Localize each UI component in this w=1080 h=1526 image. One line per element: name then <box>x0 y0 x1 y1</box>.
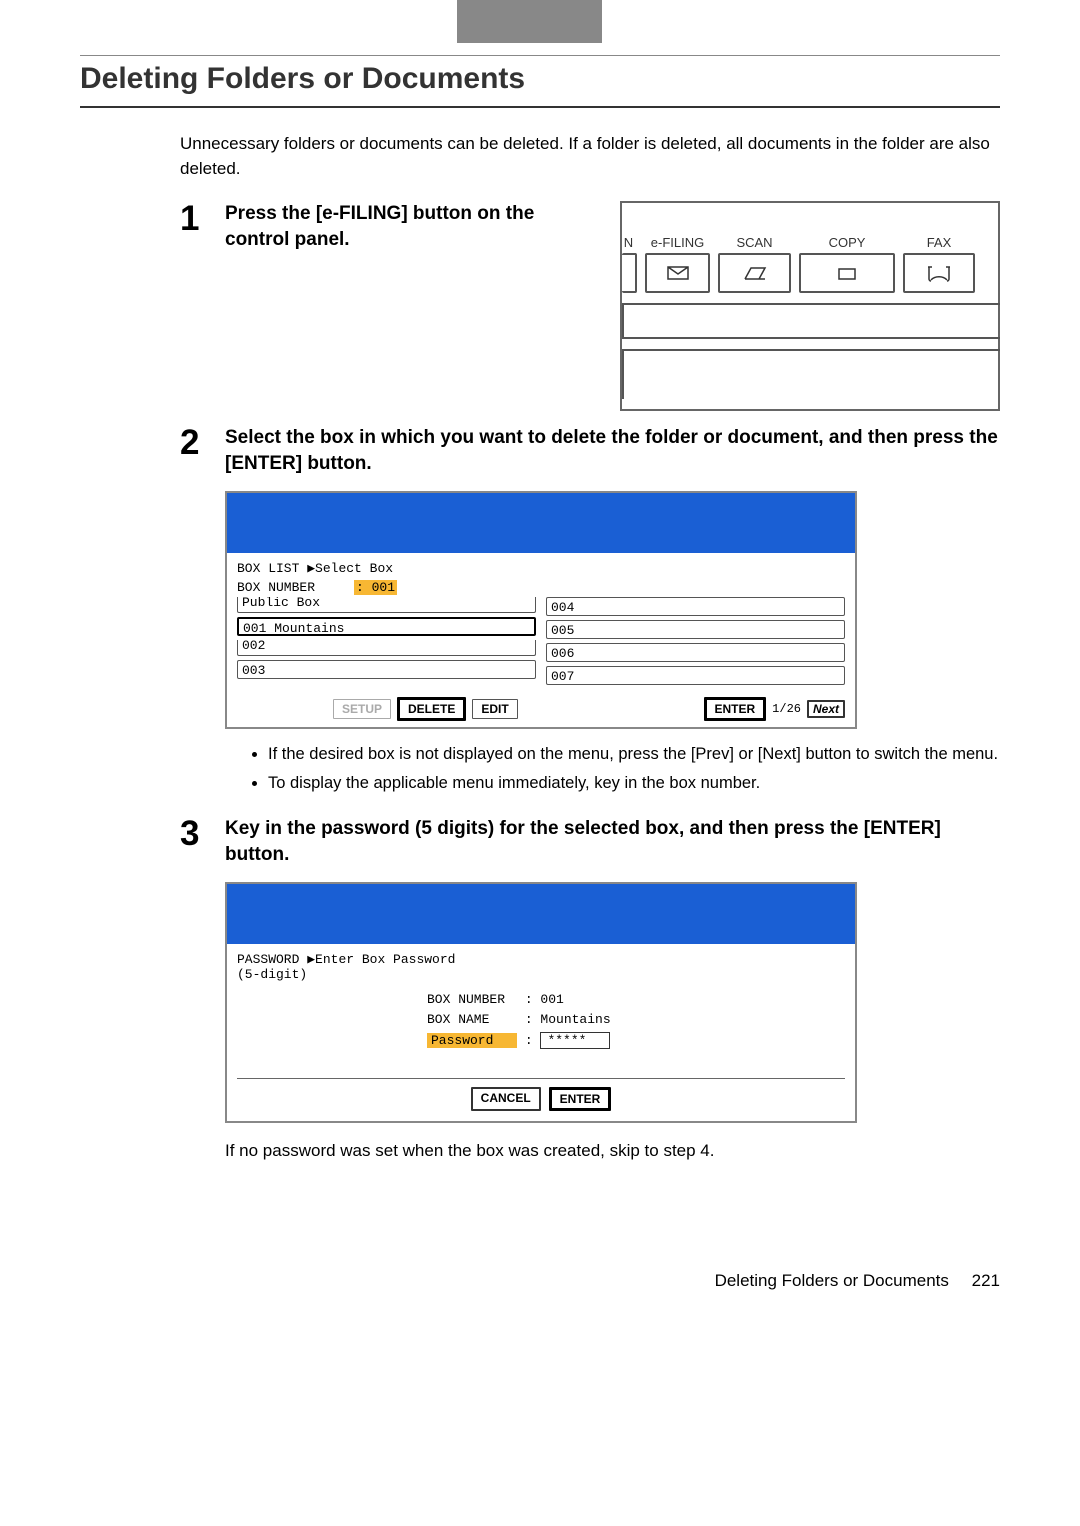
control-panel-illustration: N e-FILING SCAN COPY FAX <box>620 201 1000 411</box>
fld-boxnum-label: BOX NUMBER <box>427 992 517 1007</box>
intro-text: Unnecessary folders or documents can be … <box>180 132 1000 181</box>
pw-colon: : <box>525 1033 533 1048</box>
panel-btn-efiling[interactable]: e-FILING <box>645 253 710 293</box>
step2-title: Select the box in which you want to dele… <box>225 425 1000 476</box>
fld-boxnum-value: : 001 <box>525 992 564 1007</box>
boxnumber-label: BOX NUMBER <box>237 580 315 595</box>
box-007[interactable]: 007 <box>546 666 845 685</box>
pw-instruction-2: (5-digit) <box>237 967 845 982</box>
tab-indicator <box>457 0 602 43</box>
panel-btn-n: N <box>622 253 637 293</box>
step3-after-note: If no password was set when the box was … <box>225 1141 1000 1161</box>
step1-number: 1 <box>180 201 225 236</box>
copy-icon <box>835 264 859 282</box>
box-public[interactable]: Public Box <box>237 597 536 613</box>
box-003[interactable]: 003 <box>237 660 536 679</box>
delete-button[interactable]: DELETE <box>397 697 466 721</box>
copy-label: COPY <box>829 235 866 250</box>
efiling-label: e-FILING <box>651 235 704 250</box>
footer-page: 221 <box>972 1271 1000 1290</box>
enter-button[interactable]: ENTER <box>704 697 767 721</box>
step2-number: 2 <box>180 425 225 460</box>
cancel-button[interactable]: CANCEL <box>471 1087 541 1111</box>
panel-btn-scan[interactable]: SCAN <box>718 253 791 293</box>
step2-bullets: If the desired box is not displayed on t… <box>250 743 1000 797</box>
edit-button[interactable]: EDIT <box>472 699 517 719</box>
box-004[interactable]: 004 <box>546 597 845 616</box>
page-footer: Deleting Folders or Documents 221 <box>0 1271 1080 1321</box>
box-list-screen: BOX LIST ▶Select Box BOX NUMBER : 001 Pu… <box>225 491 857 729</box>
fld-password-value[interactable]: ***** <box>540 1032 610 1049</box>
enter-button-2[interactable]: ENTER <box>549 1087 612 1111</box>
password-screen: PASSWORD ▶Enter Box Password (5-digit) B… <box>225 882 857 1123</box>
step1-title: Press the [e-FILING] button on the contr… <box>225 201 535 411</box>
panel-btn-fax[interactable]: FAX <box>903 253 975 293</box>
box-005[interactable]: 005 <box>546 620 845 639</box>
rule-under-heading <box>80 106 1000 108</box>
step3-number: 3 <box>180 816 225 851</box>
bullet-2: To display the applicable menu immediate… <box>268 772 1000 796</box>
scan-label: SCAN <box>736 235 772 250</box>
page-heading: Deleting Folders or Documents <box>80 62 1000 96</box>
envelope-icon <box>666 264 690 282</box>
rule-top <box>80 55 1000 56</box>
page-counter: 1/26 <box>772 702 801 716</box>
box-002[interactable]: 002 <box>237 640 536 656</box>
panel-empty-1 <box>622 303 1000 339</box>
fax-icon <box>925 263 953 283</box>
next-button[interactable]: Next <box>807 700 845 718</box>
fld-password-label: Password <box>427 1033 517 1048</box>
pw-instruction-1: PASSWORD ▶Enter Box Password <box>237 952 845 967</box>
box-006[interactable]: 006 <box>546 643 845 662</box>
bullet-1: If the desired box is not displayed on t… <box>268 743 1000 767</box>
step3-title: Key in the password (5 digits) for the s… <box>225 816 1000 867</box>
scan-icon <box>742 264 768 282</box>
screen1-topbar <box>227 493 855 553</box>
boxlist-instruction: BOX LIST ▶Select Box <box>237 561 845 576</box>
fld-boxname-value: : Mountains <box>525 1012 611 1027</box>
screen2-topbar <box>227 884 855 944</box>
fld-boxname-label: BOX NAME <box>427 1012 517 1027</box>
box-001[interactable]: 001 Mountains <box>237 617 536 636</box>
panel-btn-copy[interactable]: COPY <box>799 253 895 293</box>
footer-title: Deleting Folders or Documents <box>715 1271 949 1290</box>
setup-button[interactable]: SETUP <box>333 699 391 719</box>
fax-label: FAX <box>927 235 952 250</box>
boxnumber-value: : 001 <box>354 580 397 595</box>
panel-empty-2 <box>622 349 1000 399</box>
